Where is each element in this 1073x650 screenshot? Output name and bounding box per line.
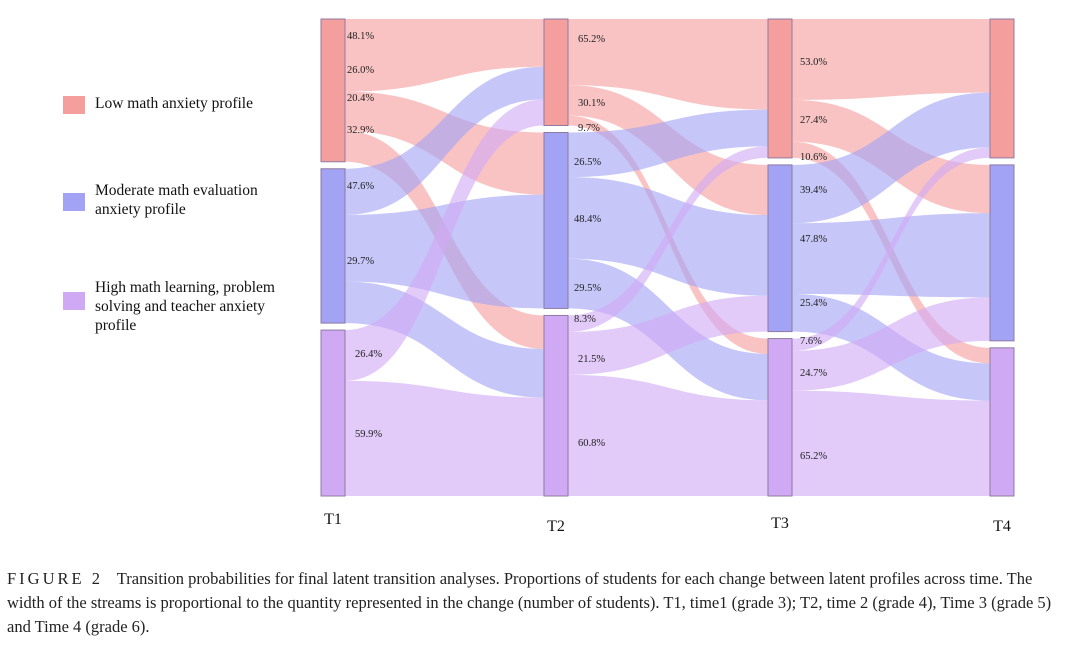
- percent-label-t3-2: 10.6%: [800, 152, 827, 163]
- flow-t1-high-to-low: [345, 99, 544, 381]
- legend-item-moderate: Moderate math evaluation anxiety profile: [63, 181, 285, 219]
- flow-t3-moderate-to-low: [792, 92, 990, 224]
- node-t4-high: [989, 347, 1015, 497]
- flow-t3-high-to-low: [792, 147, 990, 351]
- node-t3-low: [767, 18, 793, 159]
- percent-label-t3-1: 27.4%: [800, 115, 827, 126]
- percent-label-t2-7: 21.5%: [578, 354, 605, 365]
- percent-label-t3-4: 47.8%: [800, 234, 827, 245]
- percent-label-t3-6: 7.6%: [800, 336, 822, 347]
- node-t3-high: [767, 338, 793, 497]
- percent-label-t2-6: 8.3%: [574, 314, 596, 325]
- node-t2-moderate: [543, 131, 569, 309]
- legend-item-high: High math learning, problem solving and …: [63, 278, 295, 335]
- percent-label-t3-5: 25.4%: [800, 298, 827, 309]
- percent-label-t2-5: 29.5%: [574, 283, 601, 294]
- percent-label-t3-7: 24.7%: [800, 368, 827, 379]
- legend-label-moderate: Moderate math evaluation anxiety profile: [95, 182, 258, 218]
- flow-t2-moderate-to-low: [568, 109, 768, 178]
- flow-t1-high-to-high: [345, 380, 544, 496]
- sankey-svg: 48.1% 26.0% 20.4% 32.9% 47.6% 29.7% 26.4% 59.9%…: [320, 18, 1015, 535]
- figure-label: FIGURE 2: [7, 569, 103, 588]
- time-label-t1: T1: [324, 511, 342, 528]
- percent-label-t2-1: 30.1%: [578, 98, 605, 109]
- percent-label-t1-3: 32.9%: [347, 125, 374, 136]
- legend-swatch-high: [63, 292, 85, 310]
- percent-label-t2-3: 26.5%: [574, 157, 601, 168]
- percent-label-t3-0: 53.0%: [800, 57, 827, 68]
- flow-t1-low-to-low: [345, 19, 544, 92]
- flow-t3-low-to-low: [792, 19, 990, 100]
- flow-t2-high-to-low: [568, 146, 768, 332]
- legend-item-low: Low math anxiety profile: [63, 94, 305, 114]
- percent-label-t1-1: 26.0%: [347, 65, 374, 76]
- percent-label-t1-5: 29.7%: [347, 256, 374, 267]
- percent-label-t2-2: 9.7%: [578, 123, 600, 134]
- time-label-t4: T4: [993, 518, 1011, 535]
- percent-label-t3-3: 39.4%: [800, 185, 827, 196]
- flow-t3-high-to-high: [792, 390, 990, 496]
- percent-label-t1-0: 48.1%: [347, 31, 374, 42]
- node-t4-low: [989, 18, 1015, 159]
- legend-label-low: Low math anxiety profile: [95, 95, 253, 112]
- flow-t2-high-to-high: [568, 374, 768, 496]
- percent-label-t1-6: 26.4%: [355, 349, 382, 360]
- percent-label-t2-0: 65.2%: [578, 34, 605, 45]
- node-layer: [320, 18, 1015, 497]
- legend-label-high: High math learning, problem solving and …: [95, 279, 275, 334]
- flow-t3-high-to-moderate: [792, 297, 990, 391]
- node-t2-high: [543, 314, 569, 497]
- percent-label-t3-8: 65.2%: [800, 451, 827, 462]
- legend-swatch-moderate: [63, 193, 85, 211]
- node-t2-low: [543, 18, 569, 126]
- flow-t2-high-to-moderate: [568, 295, 768, 375]
- percent-label-t2-4: 48.4%: [574, 214, 601, 225]
- time-axis: T1 T2 T3 T4: [324, 511, 1011, 535]
- legend-swatch-low: [63, 96, 85, 114]
- flow-t3-moderate-to-moderate: [792, 213, 990, 298]
- flow-t2-low-to-low: [568, 19, 768, 110]
- sankey-chart: 48.1% 26.0% 20.4% 32.9% 47.6% 29.7% 26.4% 59.9%…: [320, 18, 1015, 535]
- node-t1-moderate: [320, 168, 346, 324]
- flow-layer: [345, 19, 990, 496]
- percent-label-t2-8: 60.8%: [578, 438, 605, 449]
- percent-label-t1-4: 47.6%: [347, 181, 374, 192]
- node-t1-low: [320, 18, 346, 163]
- time-label-t3: T3: [771, 515, 789, 532]
- figure-caption: FIGURE 2 Transition probabilities for fi…: [7, 567, 1067, 639]
- node-t3-moderate: [767, 164, 793, 333]
- node-t1-high: [320, 329, 346, 497]
- node-t4-moderate: [989, 164, 1015, 342]
- label-layer: 48.1% 26.0% 20.4% 32.9% 47.6% 29.7% 26.4% 59.9%…: [347, 31, 827, 462]
- percent-label-t1-2: 20.4%: [347, 93, 374, 104]
- time-label-t2: T2: [547, 518, 565, 535]
- caption-text: Transition probabilities for final laten…: [7, 569, 1052, 636]
- percent-label-t1-7: 59.9%: [355, 429, 382, 440]
- flow-t1-moderate-to-low: [345, 66, 544, 215]
